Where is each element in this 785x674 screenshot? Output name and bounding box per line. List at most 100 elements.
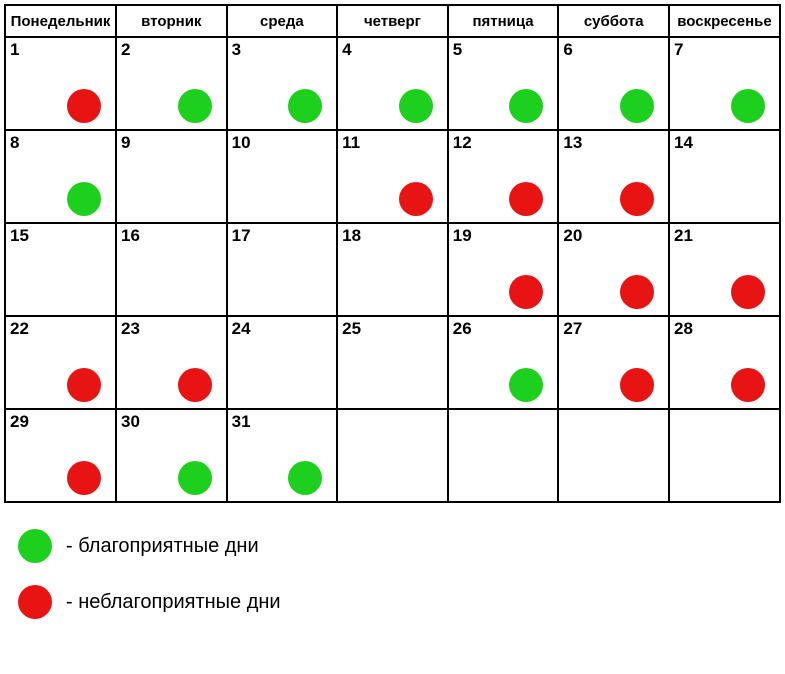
calendar-cell: 15 xyxy=(5,223,116,316)
good-day-dot-icon xyxy=(178,89,212,123)
calendar-cell: 21 xyxy=(669,223,780,316)
calendar-cell: 16 xyxy=(116,223,227,316)
weekday-header: воскресенье xyxy=(669,5,780,37)
bad-day-dot-icon xyxy=(509,182,543,216)
calendar-cell: 5 xyxy=(448,37,559,130)
calendar-row: 1234567 xyxy=(5,37,780,130)
calendar-cell: 20 xyxy=(558,223,669,316)
bad-day-dot-icon xyxy=(620,182,654,216)
day-number: 19 xyxy=(453,226,472,246)
good-day-dot-icon xyxy=(178,461,212,495)
calendar-cell: 19 xyxy=(448,223,559,316)
weekday-header: суббота xyxy=(558,5,669,37)
day-number: 11 xyxy=(342,133,360,153)
calendar-cell: 18 xyxy=(337,223,448,316)
legend-label: - неблагоприятные дни xyxy=(66,591,281,614)
good-day-dot-icon xyxy=(731,89,765,123)
calendar-header-row: Понедельник вторник среда четверг пятниц… xyxy=(5,5,780,37)
bad-day-dot-icon xyxy=(620,368,654,402)
weekday-header: Понедельник xyxy=(5,5,116,37)
calendar-cell xyxy=(558,409,669,502)
day-number: 28 xyxy=(674,319,693,339)
calendar-table: Понедельник вторник среда четверг пятниц… xyxy=(4,4,781,503)
calendar-cell: 9 xyxy=(116,130,227,223)
legend-item-good: - благоприятные дни xyxy=(18,529,785,563)
calendar-cell: 2 xyxy=(116,37,227,130)
day-number: 24 xyxy=(232,319,251,339)
good-day-dot-icon xyxy=(620,89,654,123)
day-number: 31 xyxy=(232,412,251,432)
calendar-cell: 12 xyxy=(448,130,559,223)
day-number: 21 xyxy=(674,226,693,246)
calendar-cell xyxy=(337,409,448,502)
day-number: 6 xyxy=(563,40,572,60)
weekday-header: вторник xyxy=(116,5,227,37)
bad-day-dot-icon xyxy=(731,368,765,402)
good-day-dot-icon xyxy=(509,368,543,402)
bad-day-dot-icon xyxy=(67,368,101,402)
calendar-cell: 26 xyxy=(448,316,559,409)
calendar-row: 22 23 24 25 26 2728 xyxy=(5,316,780,409)
good-day-dot-icon xyxy=(67,182,101,216)
bad-day-dot-icon xyxy=(399,182,433,216)
calendar-cell: 6 xyxy=(558,37,669,130)
calendar-cell: 28 xyxy=(669,316,780,409)
legend-item-bad: - неблагоприятные дни xyxy=(18,585,785,619)
calendar-cell xyxy=(448,409,559,502)
calendar-row: 8 9 10 11 12 13 14 xyxy=(5,130,780,223)
day-number: 7 xyxy=(674,40,683,60)
bad-day-dot-icon xyxy=(178,368,212,402)
day-number: 29 xyxy=(10,412,29,432)
calendar-cell: 30 xyxy=(116,409,227,502)
legend-dot-icon xyxy=(18,529,52,563)
day-number: 26 xyxy=(453,319,472,339)
day-number: 4 xyxy=(342,40,351,60)
calendar-cell: 7 xyxy=(669,37,780,130)
day-number: 22 xyxy=(10,319,29,339)
day-number: 14 xyxy=(674,133,693,153)
day-number: 17 xyxy=(232,226,251,246)
good-day-dot-icon xyxy=(399,89,433,123)
calendar-body: 1234567891011121314151617181920212223242… xyxy=(5,37,780,502)
calendar-row: 15 16 17 18 19 20 21 xyxy=(5,223,780,316)
day-number: 25 xyxy=(342,319,361,339)
calendar-cell: 24 xyxy=(227,316,338,409)
bad-day-dot-icon xyxy=(620,275,654,309)
calendar-cell: 23 xyxy=(116,316,227,409)
day-number: 18 xyxy=(342,226,361,246)
weekday-header: пятница xyxy=(448,5,559,37)
day-number: 5 xyxy=(453,40,462,60)
calendar-cell: 8 xyxy=(5,130,116,223)
day-number: 3 xyxy=(232,40,241,60)
calendar-cell xyxy=(669,409,780,502)
calendar-cell: 31 xyxy=(227,409,338,502)
day-number: 30 xyxy=(121,412,140,432)
day-number: 20 xyxy=(563,226,582,246)
calendar-cell: 10 xyxy=(227,130,338,223)
good-day-dot-icon xyxy=(288,89,322,123)
calendar-cell: 13 xyxy=(558,130,669,223)
legend-label: - благоприятные дни xyxy=(66,535,259,558)
good-day-dot-icon xyxy=(509,89,543,123)
legend: - благоприятные дни - неблагоприятные дн… xyxy=(18,529,785,619)
good-day-dot-icon xyxy=(288,461,322,495)
day-number: 9 xyxy=(121,133,130,153)
day-number: 15 xyxy=(10,226,29,246)
calendar-cell: 17 xyxy=(227,223,338,316)
bad-day-dot-icon xyxy=(509,275,543,309)
calendar-cell: 27 xyxy=(558,316,669,409)
day-number: 12 xyxy=(453,133,472,153)
bad-day-dot-icon xyxy=(67,89,101,123)
calendar-cell: 11 xyxy=(337,130,448,223)
day-number: 16 xyxy=(121,226,140,246)
calendar-cell: 25 xyxy=(337,316,448,409)
weekday-header: среда xyxy=(227,5,338,37)
calendar-cell: 14 xyxy=(669,130,780,223)
day-number: 8 xyxy=(10,133,19,153)
day-number: 13 xyxy=(563,133,582,153)
calendar-cell: 3 xyxy=(227,37,338,130)
bad-day-dot-icon xyxy=(67,461,101,495)
day-number: 10 xyxy=(232,133,251,153)
bad-day-dot-icon xyxy=(731,275,765,309)
day-number: 23 xyxy=(121,319,140,339)
